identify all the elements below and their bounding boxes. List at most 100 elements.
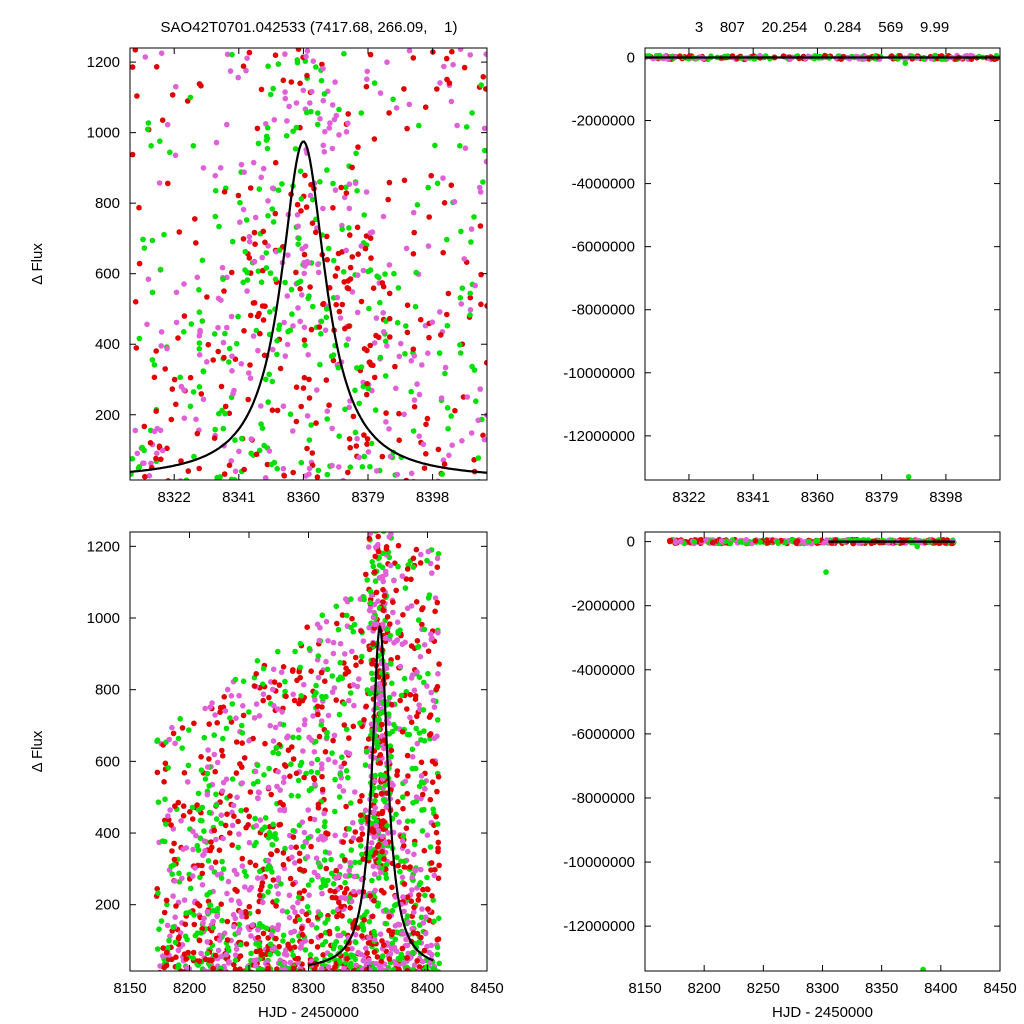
point-red bbox=[222, 403, 229, 410]
point-magenta bbox=[434, 733, 440, 739]
point-red bbox=[217, 968, 224, 971]
point-magenta bbox=[332, 832, 339, 839]
point-magenta bbox=[337, 640, 344, 647]
plot-frame bbox=[129, 47, 488, 481]
point-green bbox=[269, 833, 275, 839]
point-green bbox=[389, 680, 395, 687]
point-green bbox=[256, 447, 263, 454]
point-green bbox=[418, 914, 425, 921]
point-red bbox=[359, 933, 365, 939]
point-red bbox=[319, 773, 325, 780]
point-magenta bbox=[389, 972, 395, 978]
point-red bbox=[384, 614, 391, 620]
point-red bbox=[297, 974, 303, 980]
point-red bbox=[411, 904, 417, 911]
point-red bbox=[308, 326, 315, 333]
point-magenta bbox=[278, 480, 284, 486]
point-green bbox=[212, 213, 219, 220]
point-green bbox=[357, 720, 363, 726]
point-green bbox=[251, 842, 258, 849]
point-green bbox=[370, 676, 376, 683]
point-green bbox=[300, 843, 306, 850]
y-tick-label: -2000000 bbox=[572, 113, 635, 130]
point-red bbox=[166, 956, 172, 963]
point-red bbox=[303, 204, 310, 210]
point-red bbox=[361, 917, 368, 923]
point-red bbox=[434, 788, 440, 795]
point-red bbox=[277, 974, 283, 980]
point-green bbox=[196, 287, 202, 293]
point-magenta bbox=[468, 482, 474, 488]
point-green bbox=[423, 964, 430, 970]
point-red bbox=[441, 200, 448, 206]
point-green bbox=[331, 974, 337, 980]
point-red bbox=[417, 316, 424, 323]
point-magenta bbox=[253, 701, 260, 707]
point-green bbox=[339, 853, 346, 859]
point-red bbox=[319, 786, 326, 793]
point-green bbox=[343, 342, 350, 348]
point-green bbox=[325, 245, 332, 252]
point-magenta bbox=[236, 692, 242, 699]
point-red bbox=[413, 546, 420, 553]
point-magenta bbox=[228, 693, 235, 699]
point-magenta bbox=[360, 638, 367, 644]
point-magenta bbox=[367, 967, 373, 971]
point-magenta bbox=[408, 470, 415, 477]
point-red bbox=[478, 481, 484, 487]
point-green bbox=[375, 903, 381, 909]
point-magenta bbox=[346, 205, 353, 212]
point-green bbox=[393, 973, 399, 979]
point-magenta bbox=[302, 263, 308, 269]
point-green bbox=[385, 711, 392, 717]
point-red bbox=[262, 303, 268, 310]
point-magenta bbox=[173, 319, 180, 326]
point-magenta bbox=[352, 931, 359, 938]
point-green bbox=[342, 406, 348, 413]
point-red bbox=[334, 620, 340, 627]
point-red bbox=[296, 973, 302, 979]
point-green bbox=[394, 319, 401, 326]
point-magenta bbox=[458, 301, 465, 307]
point-red bbox=[383, 410, 389, 416]
point-magenta bbox=[275, 875, 282, 881]
point-magenta bbox=[377, 965, 384, 971]
point-magenta bbox=[283, 482, 289, 488]
point-magenta bbox=[229, 973, 235, 979]
point-green bbox=[275, 750, 282, 757]
point-magenta bbox=[315, 836, 322, 843]
point-magenta bbox=[346, 697, 352, 704]
point-red bbox=[277, 799, 284, 806]
point-magenta bbox=[145, 276, 152, 283]
point-green bbox=[337, 944, 344, 951]
point-red bbox=[416, 892, 422, 898]
x-tick-label: 8322 bbox=[672, 489, 705, 506]
point-red bbox=[293, 770, 300, 777]
point-magenta bbox=[341, 972, 347, 978]
point-magenta bbox=[472, 282, 479, 289]
point-red bbox=[277, 821, 284, 828]
point-magenta bbox=[178, 818, 184, 824]
point-green bbox=[383, 861, 390, 868]
point-green bbox=[243, 973, 249, 979]
point-red bbox=[297, 286, 304, 292]
point-green bbox=[190, 955, 196, 961]
point-magenta bbox=[387, 562, 394, 569]
point-red bbox=[190, 949, 197, 956]
point-magenta bbox=[431, 872, 438, 879]
point-green bbox=[261, 442, 267, 449]
point-green bbox=[145, 120, 152, 126]
point-red bbox=[180, 803, 187, 809]
point-green bbox=[317, 361, 323, 368]
point-red bbox=[480, 432, 486, 439]
point-green bbox=[397, 956, 403, 963]
point-green bbox=[297, 664, 304, 671]
point-green bbox=[384, 973, 390, 979]
point-red bbox=[195, 974, 201, 980]
y-tick-label: -12000000 bbox=[563, 428, 635, 445]
point-red bbox=[410, 346, 417, 353]
point-magenta bbox=[370, 972, 376, 978]
point-green bbox=[366, 854, 373, 861]
plot-area bbox=[666, 536, 957, 971]
point-red bbox=[243, 807, 249, 813]
